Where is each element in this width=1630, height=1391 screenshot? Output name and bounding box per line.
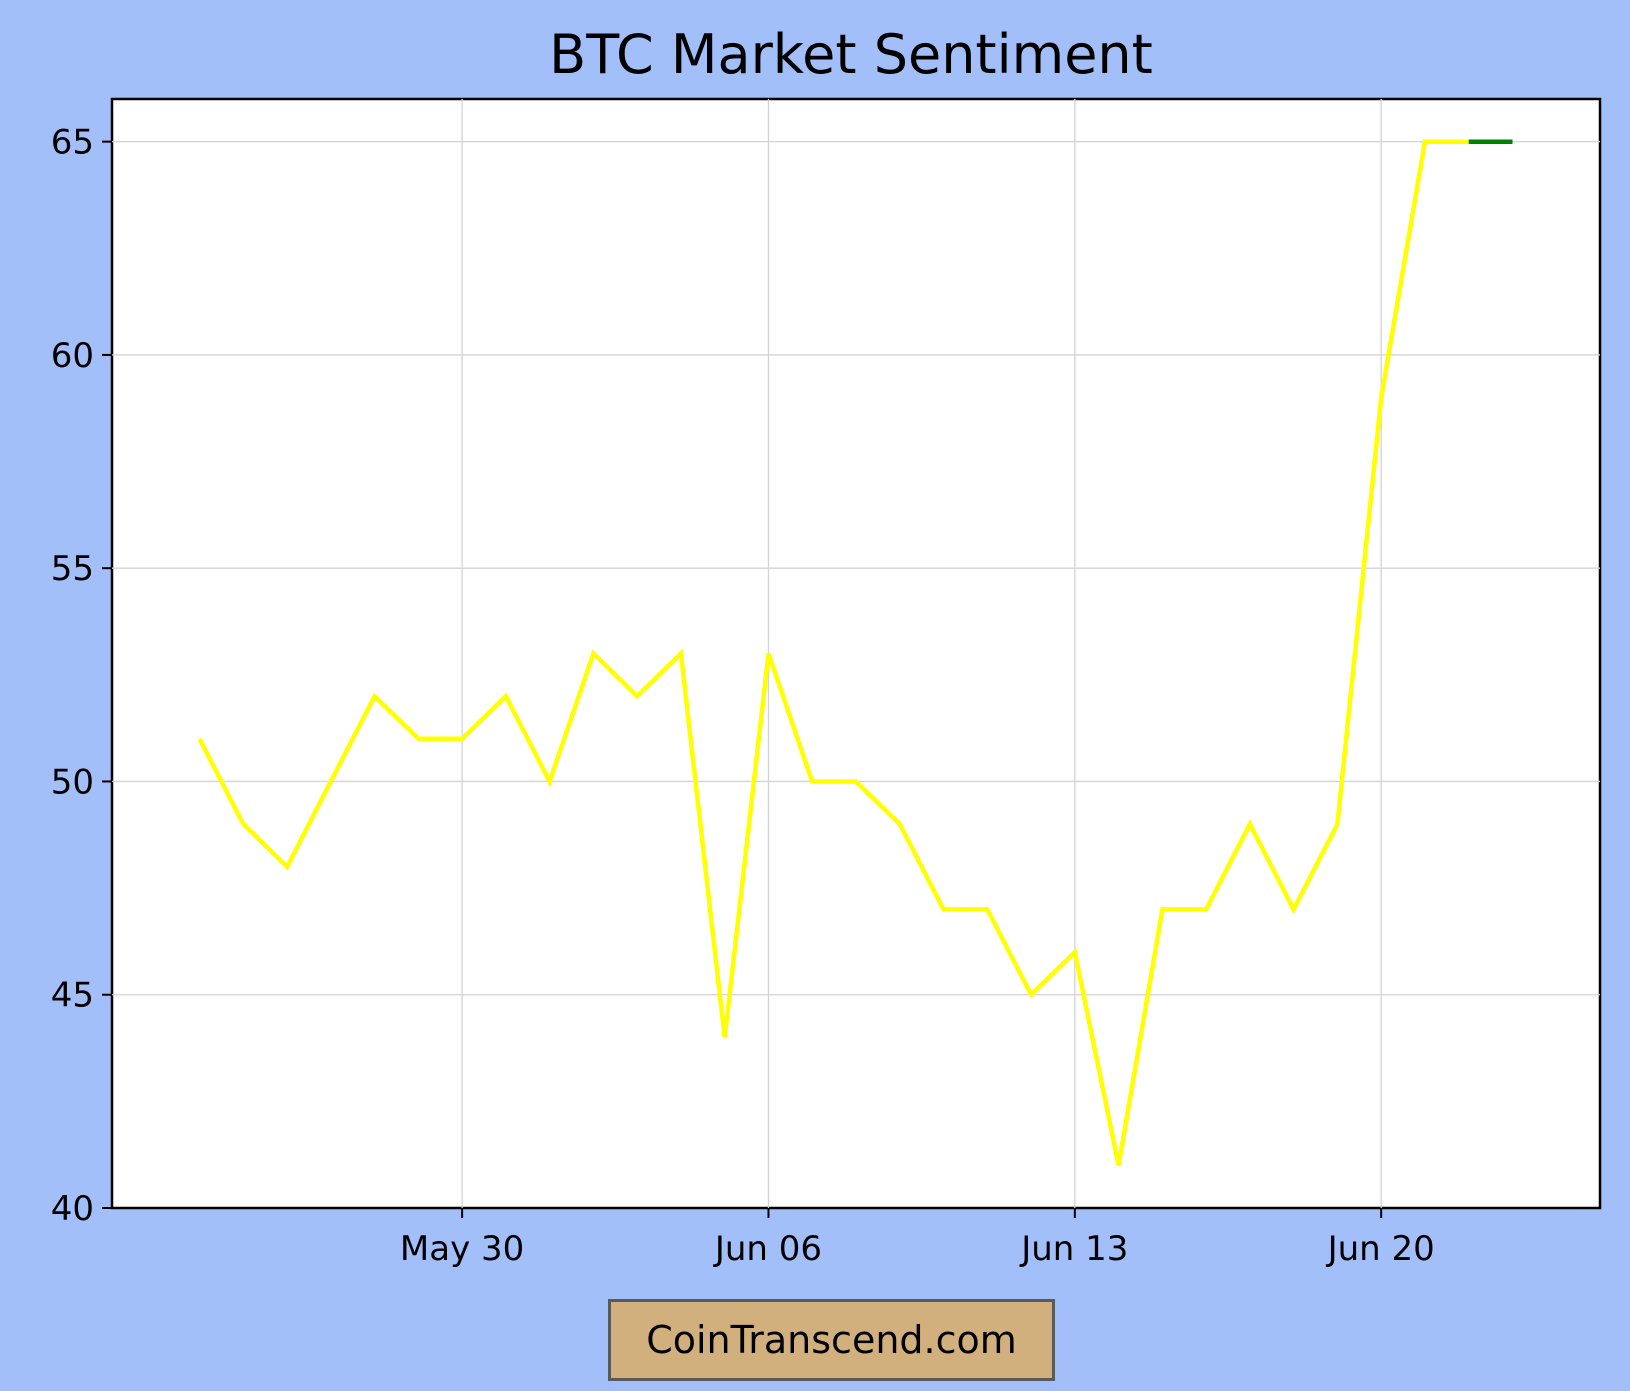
y-axis: 40 45 50 55 60 65 — [51, 123, 112, 1229]
y-tick-label: 45 — [51, 976, 94, 1016]
x-tick-label: Jun 20 — [1326, 1229, 1435, 1269]
x-tick-label: Jun 06 — [713, 1229, 822, 1269]
chart-title: BTC Market Sentiment — [549, 23, 1153, 86]
x-axis: May 30 Jun 06 Jun 13 Jun 20 — [400, 1208, 1435, 1269]
y-tick-label: 55 — [51, 549, 94, 589]
y-tick-label: 60 — [51, 336, 94, 376]
series-line-0 — [197, 139, 1469, 1166]
watermark-badge: CoinTranscend.com — [608, 1299, 1055, 1381]
gridlines — [112, 99, 1600, 1208]
series-lines — [197, 139, 1513, 1166]
y-tick-label: 65 — [51, 123, 94, 163]
y-tick-label: 40 — [51, 1189, 94, 1229]
y-tick-label: 50 — [51, 762, 94, 802]
x-tick-label: Jun 13 — [1019, 1229, 1128, 1269]
x-tick-label: May 30 — [400, 1229, 524, 1269]
plot-area — [110, 97, 1602, 1210]
